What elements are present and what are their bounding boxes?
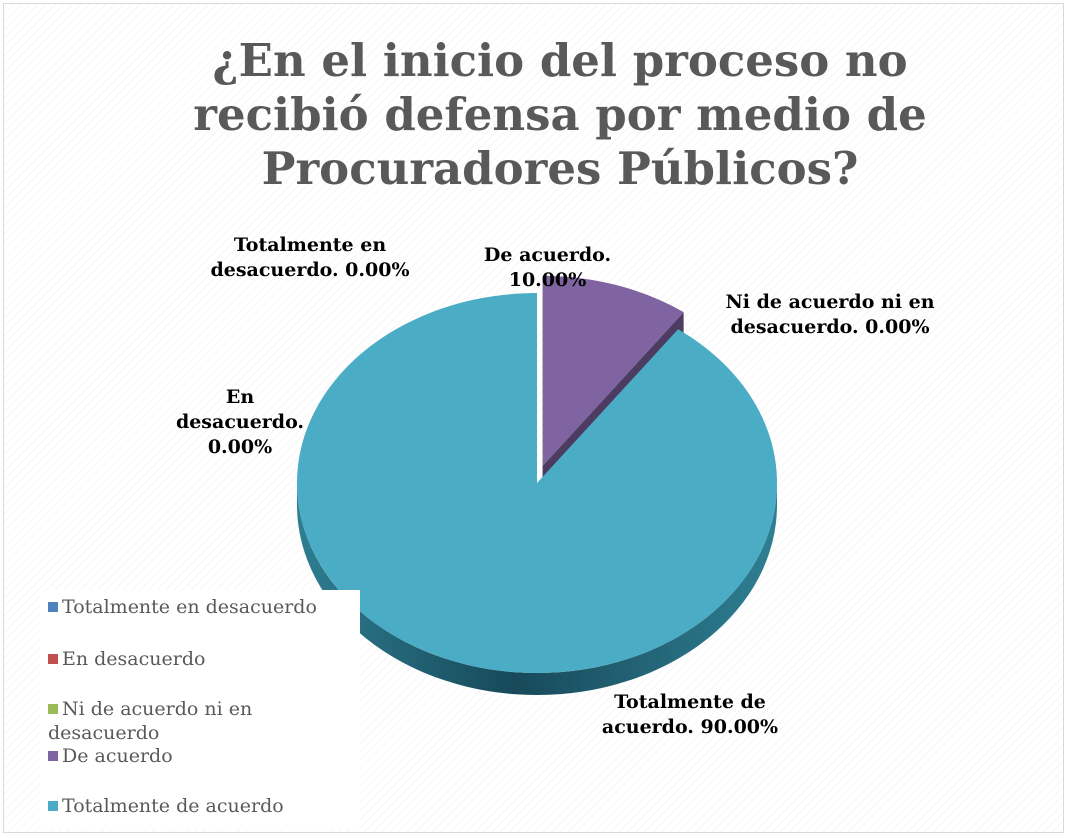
legend-swatch — [48, 654, 58, 664]
data-label-en-desacuerdo: En desacuerdo. 0.00% — [175, 386, 305, 458]
legend-swatch — [48, 801, 58, 811]
data-label-de-acuerdo: De acuerdo. 10.00% — [483, 244, 612, 291]
legend-label: Ni de acuerdo ni en desacuerdo — [48, 698, 253, 744]
data-label-totalmente-de-acuerdo: Totalmente de acuerdo. 90.00% — [601, 691, 779, 738]
pie-slice-totalmente-de-acuerdo — [297, 293, 778, 673]
legend-item: De acuerdo — [48, 744, 348, 768]
data-label-ni-de-acuerdo: Ni de acuerdo ni en desacuerdo. 0.00% — [725, 291, 935, 338]
legend-item: Totalmente de acuerdo — [48, 794, 348, 818]
legend-label: De acuerdo — [62, 745, 173, 767]
legend-swatch — [48, 602, 58, 612]
legend-label: Totalmente de acuerdo — [62, 795, 284, 817]
chart-title: ¿En el inicio del proceso no recibió def… — [193, 34, 927, 195]
legend-item: En desacuerdo — [48, 647, 348, 671]
legend-item: Totalmente en desacuerdo — [48, 595, 348, 619]
legend-item: Ni de acuerdo ni en desacuerdo — [48, 697, 308, 745]
legend-swatch — [48, 704, 58, 714]
legend: Totalmente en desacuerdo En desacuerdo N… — [40, 590, 360, 830]
data-label-totalmente-en-desacuerdo: Totalmente en desacuerdo. 0.00% — [210, 234, 410, 281]
legend-label: En desacuerdo — [62, 648, 206, 670]
legend-label: Totalmente en desacuerdo — [62, 596, 317, 618]
legend-swatch — [48, 751, 58, 761]
pie-slice-de-acuerdo — [542, 275, 684, 466]
